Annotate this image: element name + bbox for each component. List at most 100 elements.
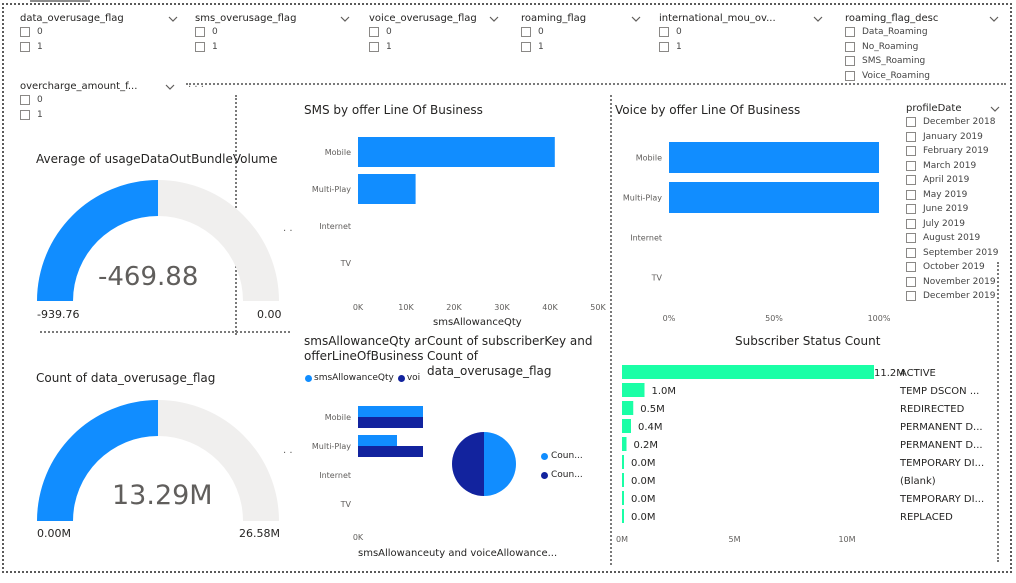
checkbox[interactable]: [20, 95, 30, 106]
pie-chart[interactable]: [450, 430, 520, 500]
slicer-header[interactable]: data_overusage_flag: [20, 12, 178, 25]
checkbox[interactable]: [845, 41, 855, 52]
slicer-option[interactable]: No_Roaming: [845, 40, 999, 55]
chevron-down-icon[interactable]: [631, 14, 641, 24]
bar[interactable]: [622, 365, 874, 379]
slicer-option[interactable]: 1: [195, 40, 350, 55]
slicer-option[interactable]: September 2019: [906, 246, 1000, 261]
checkbox[interactable]: [369, 41, 379, 52]
checkbox[interactable]: [906, 233, 916, 244]
slicer-option[interactable]: December 2018: [906, 115, 1000, 130]
slicer-header[interactable]: sms_overusage_flag: [195, 12, 350, 25]
slicer-data-overusage-flag[interactable]: data_overusage_flag 0 1: [20, 12, 178, 54]
checkbox[interactable]: [906, 247, 916, 258]
slicer-sms-overusage-flag[interactable]: sms_overusage_flag 0 1: [195, 12, 350, 54]
bar[interactable]: [358, 137, 555, 167]
slicer-option[interactable]: December 2019: [906, 289, 1000, 304]
pie-slice[interactable]: [484, 432, 516, 496]
chevron-down-icon[interactable]: [340, 14, 350, 24]
slicer-option[interactable]: June 2019: [906, 202, 1000, 217]
bar[interactable]: [358, 406, 423, 417]
combo-chart[interactable]: Mobile Multi-Play Internet TV 0K: [300, 400, 430, 545]
bar[interactable]: [358, 446, 423, 457]
gauge2[interactable]: [30, 395, 290, 530]
checkbox[interactable]: [906, 131, 916, 142]
bar[interactable]: [358, 174, 416, 204]
slicer-option[interactable]: 1: [521, 40, 641, 55]
slicer-option[interactable]: 0: [659, 25, 823, 40]
bar[interactable]: [622, 509, 624, 523]
pie-slice[interactable]: [452, 432, 484, 496]
slicer-option[interactable]: 1: [659, 40, 823, 55]
slicer-option[interactable]: 0: [521, 25, 641, 40]
slicer-international-mou-overusage[interactable]: international_mou_ov... 0 1: [659, 12, 823, 54]
slicer-option[interactable]: 1: [20, 108, 175, 123]
checkbox[interactable]: [906, 146, 916, 157]
checkbox[interactable]: [845, 70, 855, 81]
checkbox[interactable]: [20, 27, 30, 38]
bar[interactable]: [622, 419, 631, 433]
bar[interactable]: [358, 417, 423, 428]
bar[interactable]: [669, 182, 879, 213]
slicer-header[interactable]: voice_overusage_flag: [369, 12, 499, 25]
checkbox[interactable]: [906, 262, 916, 273]
slicer-option[interactable]: March 2019: [906, 159, 1000, 174]
slicer-roaming-flag-desc[interactable]: roaming_flag_desc Data_Roaming No_Roaming S…: [845, 12, 999, 83]
slicer-option[interactable]: January 2019: [906, 130, 1000, 145]
bar[interactable]: [622, 383, 645, 397]
slicer-header[interactable]: roaming_flag: [521, 12, 641, 25]
gauge1[interactable]: [30, 175, 290, 315]
chevron-down-icon[interactable]: [489, 14, 499, 24]
checkbox[interactable]: [845, 27, 855, 38]
slicer-option[interactable]: November 2019: [906, 275, 1000, 290]
slicer-header[interactable]: international_mou_ov...: [659, 12, 823, 25]
slicer-option[interactable]: 0: [195, 25, 350, 40]
chevron-down-icon[interactable]: [989, 14, 999, 24]
checkbox[interactable]: [906, 117, 916, 128]
slicer-option[interactable]: Voice_Roaming: [845, 69, 999, 84]
slicer-option[interactable]: February 2019: [906, 144, 1000, 159]
checkbox[interactable]: [906, 291, 916, 302]
bar[interactable]: [669, 142, 879, 173]
sms-chart[interactable]: Mobile Multi-Play Internet TV 0K 10K 20K 30K 40K…: [300, 130, 610, 330]
checkbox[interactable]: [659, 41, 669, 52]
slicer-option[interactable]: SMS_Roaming: [845, 54, 999, 69]
checkbox[interactable]: [195, 41, 205, 52]
chevron-down-icon[interactable]: [168, 14, 178, 24]
checkbox[interactable]: [369, 27, 379, 38]
checkbox[interactable]: [659, 27, 669, 38]
checkbox[interactable]: [521, 27, 531, 38]
slicer-option[interactable]: July 2019: [906, 217, 1000, 232]
slicer-profile-date[interactable]: profileDate December 2018 January 2019 Febr…: [906, 102, 1000, 304]
slicer-header[interactable]: profileDate: [906, 102, 1000, 115]
checkbox[interactable]: [845, 56, 855, 67]
slicer-header[interactable]: roaming_flag_desc: [845, 12, 999, 25]
bar[interactable]: [622, 491, 624, 505]
checkbox[interactable]: [906, 276, 916, 287]
checkbox[interactable]: [906, 204, 916, 215]
checkbox[interactable]: [20, 109, 30, 120]
slicer-option[interactable]: April 2019: [906, 173, 1000, 188]
slicer-option[interactable]: May 2019: [906, 188, 1000, 203]
checkbox[interactable]: [906, 189, 916, 200]
slicer-overcharge-amount-flag[interactable]: overcharge_amount_f... 0 1: [20, 80, 175, 122]
slicer-roaming-flag[interactable]: roaming_flag 0 1: [521, 12, 641, 54]
slicer-option[interactable]: October 2019: [906, 260, 1000, 275]
bar[interactable]: [622, 473, 624, 487]
slicer-option[interactable]: Data_Roaming: [845, 25, 999, 40]
checkbox[interactable]: [521, 41, 531, 52]
chevron-down-icon[interactable]: [165, 82, 175, 92]
slicer-option[interactable]: 0: [20, 25, 178, 40]
bar[interactable]: [622, 437, 627, 451]
chevron-down-icon[interactable]: [990, 104, 1000, 114]
slicer-option[interactable]: 1: [369, 40, 499, 55]
slicer-option[interactable]: August 2019: [906, 231, 1000, 246]
checkbox[interactable]: [906, 175, 916, 186]
checkbox[interactable]: [906, 218, 916, 229]
checkbox[interactable]: [195, 27, 205, 38]
slicer-header[interactable]: overcharge_amount_f...: [20, 80, 175, 93]
bar[interactable]: [622, 455, 624, 469]
chevron-down-icon[interactable]: [813, 14, 823, 24]
bar[interactable]: [622, 401, 634, 415]
